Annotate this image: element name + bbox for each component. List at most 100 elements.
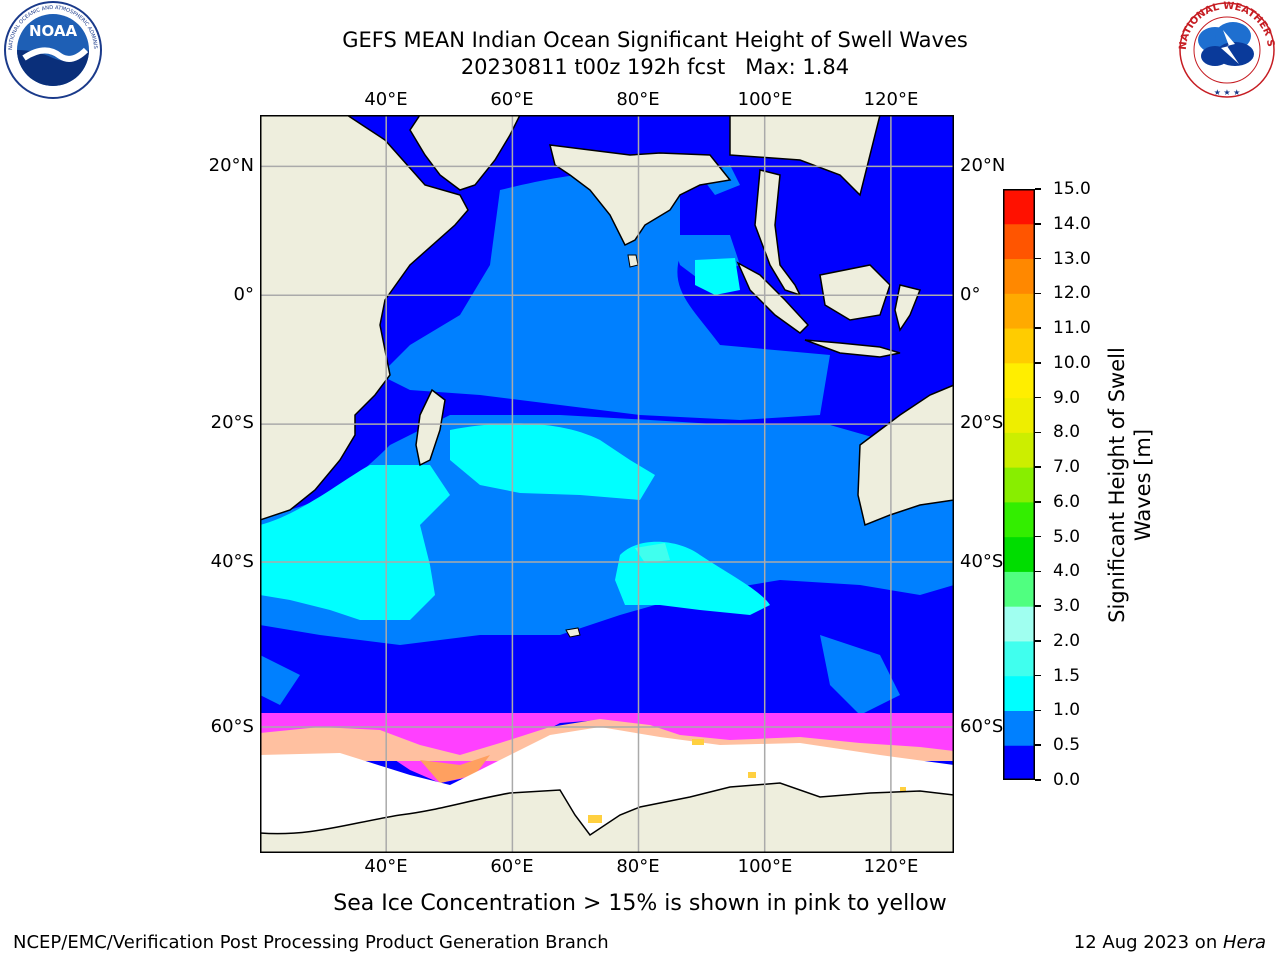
colorbar-swatch xyxy=(1003,675,1035,711)
colorbar-tick-mark xyxy=(1035,570,1041,573)
colorbar-label: Significant Height of Swell Waves [m] xyxy=(1104,315,1156,655)
lat-tick-right-20n: 20°N xyxy=(960,155,1006,176)
lon-tick-top-120e: 120°E xyxy=(863,89,919,110)
borneo xyxy=(819,264,891,321)
colorbar-tick-label: 11.0 xyxy=(1053,318,1091,339)
kerguelen xyxy=(565,627,581,638)
gridlines xyxy=(260,115,954,853)
colorbar-tick-label: 0.5 xyxy=(1053,735,1081,756)
australia xyxy=(857,384,954,527)
colorbar-label-line1: Significant Height of Swell xyxy=(1105,347,1129,623)
colorbar-tick-mark xyxy=(1035,605,1041,607)
swell-band-1-5-to-2-0 xyxy=(635,543,670,563)
colorbar-tick-mark xyxy=(1035,188,1041,190)
colorbar-tick-label: 6.0 xyxy=(1053,491,1081,512)
colorbar-tick-mark xyxy=(1035,362,1041,364)
colorbar-tick-mark xyxy=(1035,501,1041,503)
madagascar xyxy=(415,388,446,467)
nws-logo: NATIONAL WEATHER SERVICE ★ ★ ★ xyxy=(1171,0,1280,100)
footer-date: 12 Aug 2023 on Hera xyxy=(1074,932,1266,954)
lon-tick-top-100e: 100°E xyxy=(737,89,793,110)
lon-tick-bottom-80e: 80°E xyxy=(616,856,660,877)
colorbar-tick-mark xyxy=(1035,674,1041,677)
colorbar-tick-label: 9.0 xyxy=(1053,387,1081,408)
colorbar-tick-mark xyxy=(1035,709,1041,712)
colorbar-swatch xyxy=(1003,501,1035,538)
colorbar-swatch xyxy=(1003,640,1035,677)
colorbar-label-line2: Waves [m] xyxy=(1131,428,1155,542)
footer-credit: NCEP/EMC/Verification Post Processing Pr… xyxy=(13,932,609,953)
lon-tick-bottom-60e: 60°E xyxy=(490,856,534,877)
lon-tick-bottom-40e: 40°E xyxy=(364,856,408,877)
colorbar-tick-label: 14.0 xyxy=(1053,213,1091,234)
sri-lanka xyxy=(627,254,639,268)
lon-tick-bottom-120e: 120°E xyxy=(863,856,919,877)
lon-tick-top-60e: 60°E xyxy=(490,89,534,110)
java xyxy=(804,339,901,358)
colorbar-tick-mark xyxy=(1035,292,1041,295)
colorbar-swatch xyxy=(1003,467,1035,503)
colorbar xyxy=(1003,189,1035,781)
swell-height-map xyxy=(260,115,954,853)
colorbar-tick-label: 13.0 xyxy=(1053,248,1091,269)
colorbar-tick-label: 2.0 xyxy=(1053,630,1081,651)
footer-date-text: 12 Aug 2023 on xyxy=(1073,932,1223,953)
lon-tick-bottom-100e: 100°E xyxy=(737,856,793,877)
svg-text:★ ★ ★: ★ ★ ★ xyxy=(1214,88,1241,97)
colorbar-swatch xyxy=(1003,223,1035,260)
colorbar-tick-label: 7.0 xyxy=(1053,457,1081,478)
noaa-logo-text: NOAA xyxy=(29,22,78,40)
malay-peninsula xyxy=(754,169,802,297)
colorbar-tick-mark xyxy=(1035,744,1041,746)
colorbar-tick-label: 12.0 xyxy=(1053,283,1091,304)
lat-tick-right-20s: 20°S xyxy=(960,412,1004,433)
antarctica xyxy=(260,782,954,853)
sea-ice-caption: Sea Ice Concentration > 15% is shown in … xyxy=(333,891,947,916)
colorbar-swatch xyxy=(1003,710,1035,746)
lon-tick-top-80e: 80°E xyxy=(616,89,660,110)
map-panel xyxy=(260,115,954,853)
colorbar-tick-mark xyxy=(1035,535,1041,538)
map-title: GEFS MEAN Indian Ocean Significant Heigh… xyxy=(342,28,968,52)
colorbar-swatch xyxy=(1003,397,1035,433)
colorbar-tick-label: 1.5 xyxy=(1053,665,1081,686)
india xyxy=(549,144,732,247)
noaa-logo: NOAA NATIONAL OCEANIC AND ATMOSPHERIC AD… xyxy=(0,0,106,100)
southeast-asia xyxy=(729,115,881,197)
lat-tick-left-0: 0° xyxy=(233,284,254,305)
colorbar-swatch xyxy=(1003,536,1035,572)
colorbar-tick-label: 1.0 xyxy=(1053,700,1081,721)
colorbar-tick-label: 5.0 xyxy=(1053,526,1081,547)
colorbar-tick-mark xyxy=(1035,396,1041,399)
colorbar-swatch xyxy=(1003,293,1035,329)
lat-tick-left-60s: 60°S xyxy=(210,716,254,737)
colorbar-swatch xyxy=(1003,432,1035,468)
colorbar-swatch xyxy=(1003,189,1035,225)
map-frame xyxy=(260,115,954,853)
colorbar-tick-label: 3.0 xyxy=(1053,596,1081,617)
colorbar-tick-label: 4.0 xyxy=(1053,561,1081,582)
ice-speckles xyxy=(588,739,906,823)
colorbar-tick-label: 0.0 xyxy=(1053,770,1081,790)
lat-tick-left-20n: 20°N xyxy=(208,155,254,176)
lat-tick-right-40s: 40°S xyxy=(960,551,1004,572)
lat-tick-left-40s: 40°S xyxy=(210,551,254,572)
lat-tick-left-20s: 20°S xyxy=(210,412,254,433)
colorbar-tick-label: 8.0 xyxy=(1053,422,1081,443)
map-subtitle: 20230811 t00z 192h fcst Max: 1.84 xyxy=(460,55,850,79)
sulawesi xyxy=(894,284,922,332)
colorbar-tick-label: 15.0 xyxy=(1053,179,1091,199)
colorbar-tick-mark xyxy=(1035,779,1041,781)
colorbar-swatch xyxy=(1003,745,1035,781)
lat-tick-right-0: 0° xyxy=(960,284,981,305)
colorbar-tick-label: 10.0 xyxy=(1053,352,1091,373)
lat-tick-right-60s: 60°S xyxy=(960,716,1004,737)
colorbar-swatch xyxy=(1003,571,1035,607)
colorbar-tick-mark xyxy=(1035,257,1041,260)
colorbar-tick-mark xyxy=(1035,640,1041,642)
arabia xyxy=(409,115,521,191)
colorbar-tick-mark xyxy=(1035,466,1041,468)
lon-tick-top-40e: 40°E xyxy=(364,89,408,110)
colorbar-tick-mark xyxy=(1035,431,1041,434)
africa xyxy=(260,115,469,521)
